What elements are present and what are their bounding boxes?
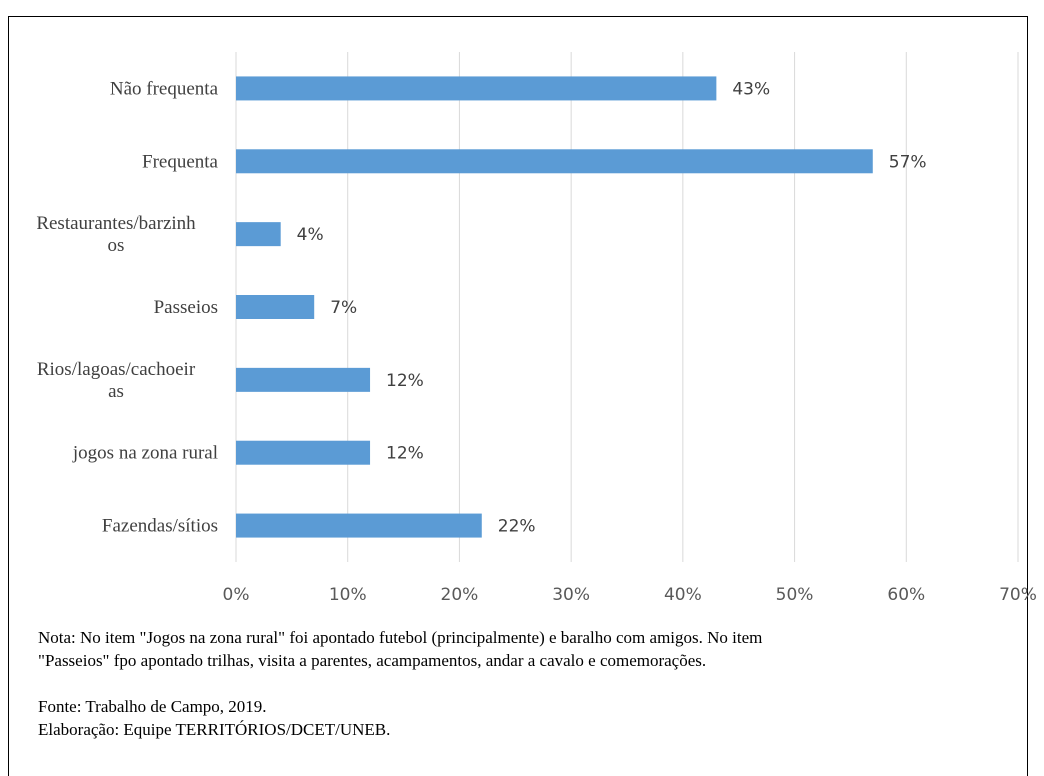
tick-label-60: 60% <box>887 585 925 605</box>
data-label-6: 22% <box>498 517 536 537</box>
bar-1 <box>236 149 873 174</box>
chart-notes: Nota: No item "Jogos na zona rural" foi … <box>38 626 1018 741</box>
tick-label-0: 0% <box>223 585 250 605</box>
tick-label-10: 10% <box>329 585 367 605</box>
bar-0 <box>236 76 717 101</box>
category-label-3: Passeios <box>154 297 218 318</box>
tick-label-30: 30% <box>552 585 590 605</box>
bar-6 <box>236 513 482 538</box>
fonte-text: Fonte: Trabalho de Campo, 2019. <box>38 697 267 716</box>
category-label-6: Fazendas/sítios <box>102 516 218 537</box>
data-label-3: 7% <box>330 298 357 318</box>
nota-line-1: Nota: No item "Jogos na zona rural" foi … <box>38 628 763 647</box>
data-label-0: 43% <box>732 79 770 99</box>
bar-4 <box>236 367 371 392</box>
data-label-4: 12% <box>386 371 424 391</box>
elaboracao-text: Elaboração: Equipe TERRITÓRIOS/DCET/UNEB… <box>38 720 391 739</box>
category-label-0: Não frequenta <box>110 78 219 99</box>
category-label-1: Frequenta <box>142 151 219 172</box>
bar-2 <box>236 222 281 247</box>
bar-3 <box>236 295 315 319</box>
data-label-1: 57% <box>889 152 927 172</box>
nota-line-2: "Passeios" fpo apontado trilhas, visita … <box>38 651 707 670</box>
tick-label-20: 20% <box>441 585 479 605</box>
tick-label-40: 40% <box>664 585 702 605</box>
data-label-2: 4% <box>297 225 324 245</box>
category-label-2: Restaurantes/barzinh os <box>36 213 196 256</box>
category-label-5: jogos na zona rural <box>72 443 218 464</box>
bar-5 <box>236 440 371 465</box>
tick-label-70: 70% <box>999 585 1037 605</box>
data-label-5: 12% <box>386 444 424 464</box>
tick-label-50: 50% <box>776 585 814 605</box>
bar-chart: 0% 10% 20% 30% 40% 50% 60% 70% 43% Não frequenta 5… <box>36 52 1037 605</box>
chart-frame <box>8 16 1028 776</box>
category-label-4: Rios/lagoas/cachoeir as <box>37 359 196 402</box>
